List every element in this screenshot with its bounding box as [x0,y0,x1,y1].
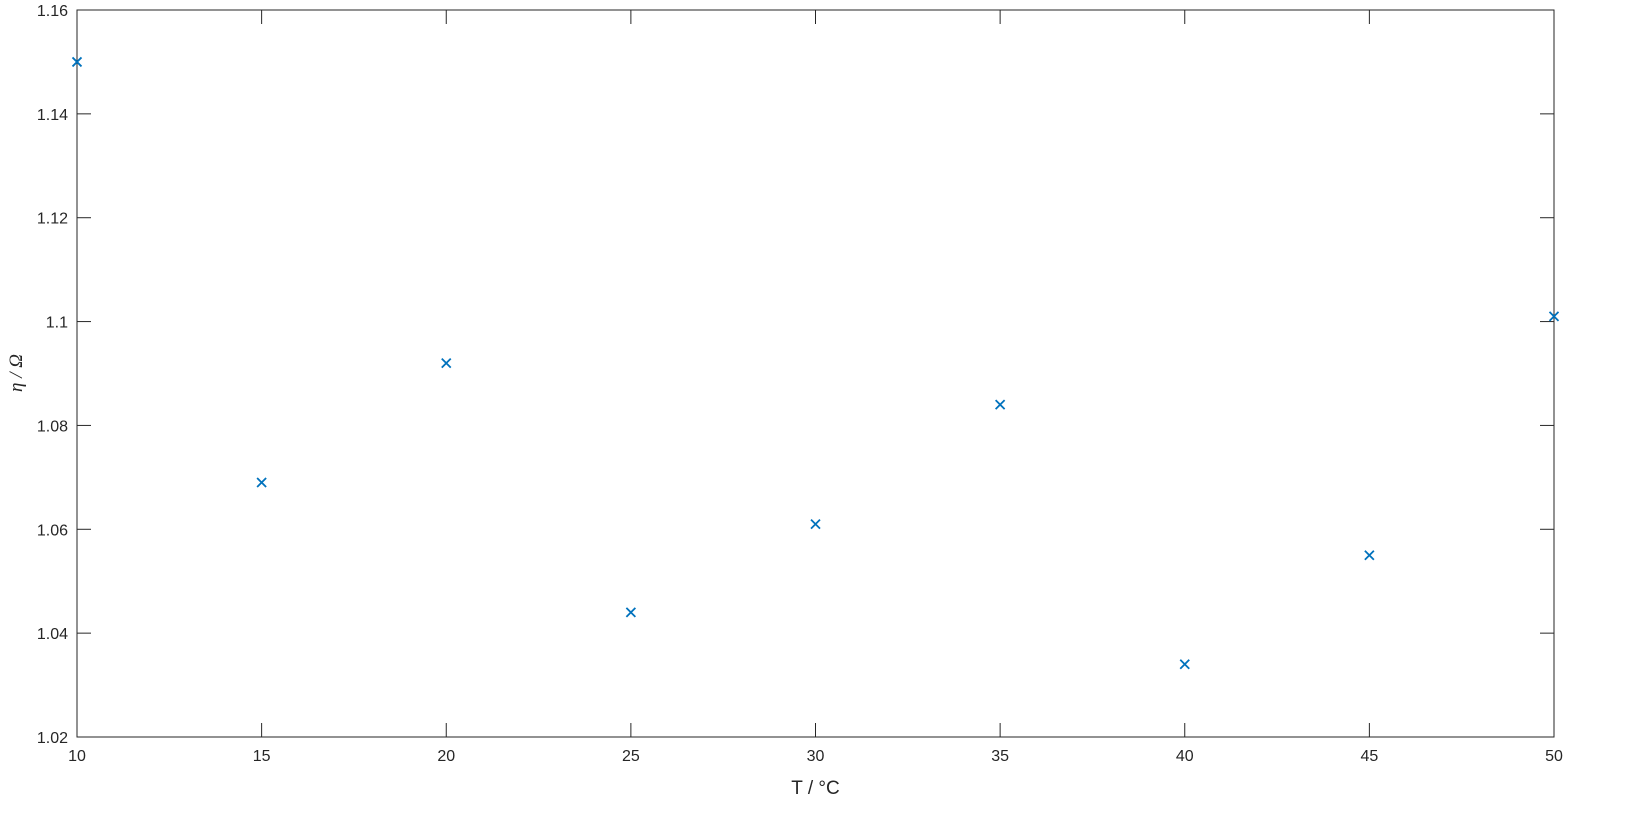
x-tick-label: 35 [991,748,1009,765]
data-point [1179,659,1190,670]
x-tick-label: 10 [68,748,86,765]
data-point [810,518,821,530]
data-point [994,399,1006,410]
data-point [625,607,637,618]
data-points [71,56,1560,670]
y-tick-label: 1.04 [37,626,68,643]
data-point [441,357,452,369]
data-point [256,477,267,488]
y-tick-label: 1.1 [46,315,68,332]
x-tick-label: 30 [807,748,825,765]
x-tick-label: 45 [1360,748,1378,765]
y-tick-label: 1.14 [37,107,68,124]
y-axis-label: η / Ω [6,354,27,392]
y-tick-label: 1.16 [37,3,68,20]
y-tick-label: 1.08 [37,418,68,435]
x-tick-label: 25 [622,748,640,765]
y-tick-label: 1.06 [37,522,68,539]
data-point [1364,550,1375,561]
x-axis-label: T / °C [791,778,839,799]
x-tick-label: 20 [437,748,455,765]
x-tick-label: 40 [1176,748,1194,765]
y-tick-label: 1.02 [37,730,68,747]
y-tick-label: 1.12 [37,211,68,228]
axes: 10 15 20 25 30 35 40 45 50 1.02 1.04 1.06 1.08 1.1 1.1… [37,3,1563,765]
x-tick-label: 15 [253,748,271,765]
data-point [1548,311,1560,322]
x-tick-label: 50 [1545,748,1563,765]
data-point [71,56,83,68]
plot-frame [76,9,1555,738]
